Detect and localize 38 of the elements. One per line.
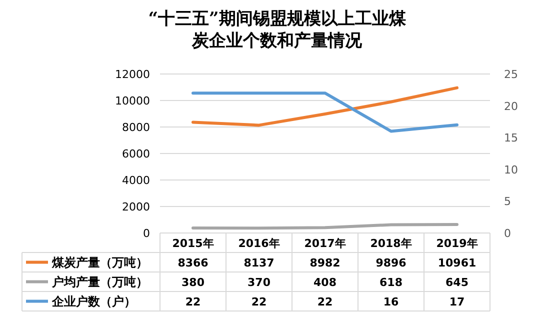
y2-tick-label: 15 <box>504 132 518 145</box>
y2-tick-label: 20 <box>504 100 518 113</box>
line-series <box>192 86 458 127</box>
y-tick-label: 8000 <box>122 121 150 134</box>
data-label: 370 <box>248 276 271 289</box>
data-label: 22 <box>317 296 333 308</box>
data-label: 9896 <box>376 256 407 270</box>
data-label: 22 <box>185 296 201 308</box>
y-tick-label: 2000 <box>122 200 150 214</box>
y-tick-label: 12000 <box>115 68 150 81</box>
y-tick-label: 6000 <box>122 148 150 160</box>
data-label: 16 <box>383 296 399 308</box>
chart-title: “十三五”期间锡盟规模以上工业煤炭企业个数和产量情况 <box>148 9 407 51</box>
data-label: 408 <box>314 276 336 289</box>
y-tick-label: 10000 <box>115 94 150 108</box>
x-tick-label: 2017年 <box>304 237 346 250</box>
x-tick-label: 2015年 <box>172 237 214 250</box>
legend-label: 户均产量（万吨） <box>51 275 148 289</box>
y-tick-label: 4000 <box>122 174 150 187</box>
legend-label: 煤炭产量（万吨） <box>51 256 148 270</box>
data-label: 645 <box>446 276 468 289</box>
y-tick-label: 0 <box>143 227 150 240</box>
y2-tick-label: 25 <box>504 68 518 81</box>
x-tick-label: 2019年 <box>436 237 478 250</box>
x-tick-label: 2018年 <box>370 237 412 250</box>
data-label: 22 <box>251 296 267 308</box>
data-label: 17 <box>449 296 465 308</box>
data-label: 8982 <box>310 256 340 270</box>
y2-tick-label: 0 <box>504 227 511 240</box>
y2-tick-label: 10 <box>504 163 518 176</box>
legend-label: 企业户数（户） <box>51 294 136 308</box>
data-label: 8137 <box>244 256 274 270</box>
data-label: 380 <box>182 276 205 289</box>
x-tick-label: 2016年 <box>238 237 280 250</box>
data-label: 8366 <box>178 256 209 270</box>
data-label: 618 <box>380 276 402 289</box>
y2-tick-label: 5 <box>504 195 511 208</box>
data-label: 10961 <box>438 256 476 270</box>
